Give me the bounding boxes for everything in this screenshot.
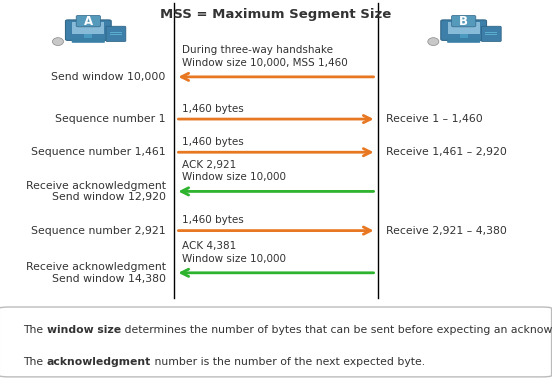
Text: 1,460 bytes: 1,460 bytes bbox=[182, 215, 244, 225]
Ellipse shape bbox=[428, 38, 439, 46]
FancyBboxPatch shape bbox=[0, 307, 551, 377]
FancyBboxPatch shape bbox=[452, 15, 476, 27]
Bar bbox=[110, 34, 122, 35]
FancyBboxPatch shape bbox=[72, 38, 105, 43]
Text: The: The bbox=[23, 357, 47, 367]
Text: Sequence number 1,461: Sequence number 1,461 bbox=[31, 147, 166, 157]
Bar bbox=[448, 22, 480, 34]
Text: Send window 10,000: Send window 10,000 bbox=[51, 72, 166, 82]
Text: A: A bbox=[84, 15, 93, 28]
Text: 1,460 bytes: 1,460 bytes bbox=[182, 104, 244, 114]
Text: B: B bbox=[459, 15, 468, 28]
Text: MSS = Maximum Segment Size: MSS = Maximum Segment Size bbox=[161, 8, 391, 20]
Text: Receive 1,461 – 2,920: Receive 1,461 – 2,920 bbox=[386, 147, 507, 157]
Text: determines the number of bytes that can be sent before expecting an acknowledgme: determines the number of bytes that can … bbox=[121, 325, 552, 335]
Text: Sequence number 2,921: Sequence number 2,921 bbox=[31, 226, 166, 236]
Text: The: The bbox=[23, 325, 47, 335]
Bar bbox=[460, 33, 468, 39]
FancyBboxPatch shape bbox=[447, 38, 480, 43]
Text: number is the number of the next expected byte.: number is the number of the next expecte… bbox=[151, 357, 425, 367]
FancyBboxPatch shape bbox=[65, 20, 111, 40]
FancyBboxPatch shape bbox=[481, 26, 501, 41]
FancyBboxPatch shape bbox=[106, 26, 126, 41]
Bar bbox=[485, 32, 497, 33]
Text: Receive acknowledgment
Send window 14,380: Receive acknowledgment Send window 14,38… bbox=[25, 262, 166, 284]
Text: Sequence number 1: Sequence number 1 bbox=[55, 114, 166, 124]
Text: During three-way handshake
Window size 10,000, MSS 1,460: During three-way handshake Window size 1… bbox=[182, 45, 348, 68]
Text: 1,460 bytes: 1,460 bytes bbox=[182, 137, 244, 147]
FancyBboxPatch shape bbox=[76, 15, 100, 27]
Bar bbox=[84, 33, 92, 39]
FancyBboxPatch shape bbox=[440, 20, 487, 40]
Text: Receive 1 – 1,460: Receive 1 – 1,460 bbox=[386, 114, 483, 124]
Text: acknowledgment: acknowledgment bbox=[47, 357, 151, 367]
Text: ACK 2,921
Window size 10,000: ACK 2,921 Window size 10,000 bbox=[182, 160, 286, 182]
Text: Receive 2,921 – 4,380: Receive 2,921 – 4,380 bbox=[386, 226, 507, 236]
Ellipse shape bbox=[52, 38, 63, 46]
Text: Receive acknowledgment
Send window 12,920: Receive acknowledgment Send window 12,92… bbox=[25, 180, 166, 202]
Text: window size: window size bbox=[47, 325, 121, 335]
Bar bbox=[485, 34, 497, 35]
Text: ACK 4,381
Window size 10,000: ACK 4,381 Window size 10,000 bbox=[182, 242, 286, 264]
Bar bbox=[110, 32, 122, 33]
Bar bbox=[72, 22, 104, 34]
